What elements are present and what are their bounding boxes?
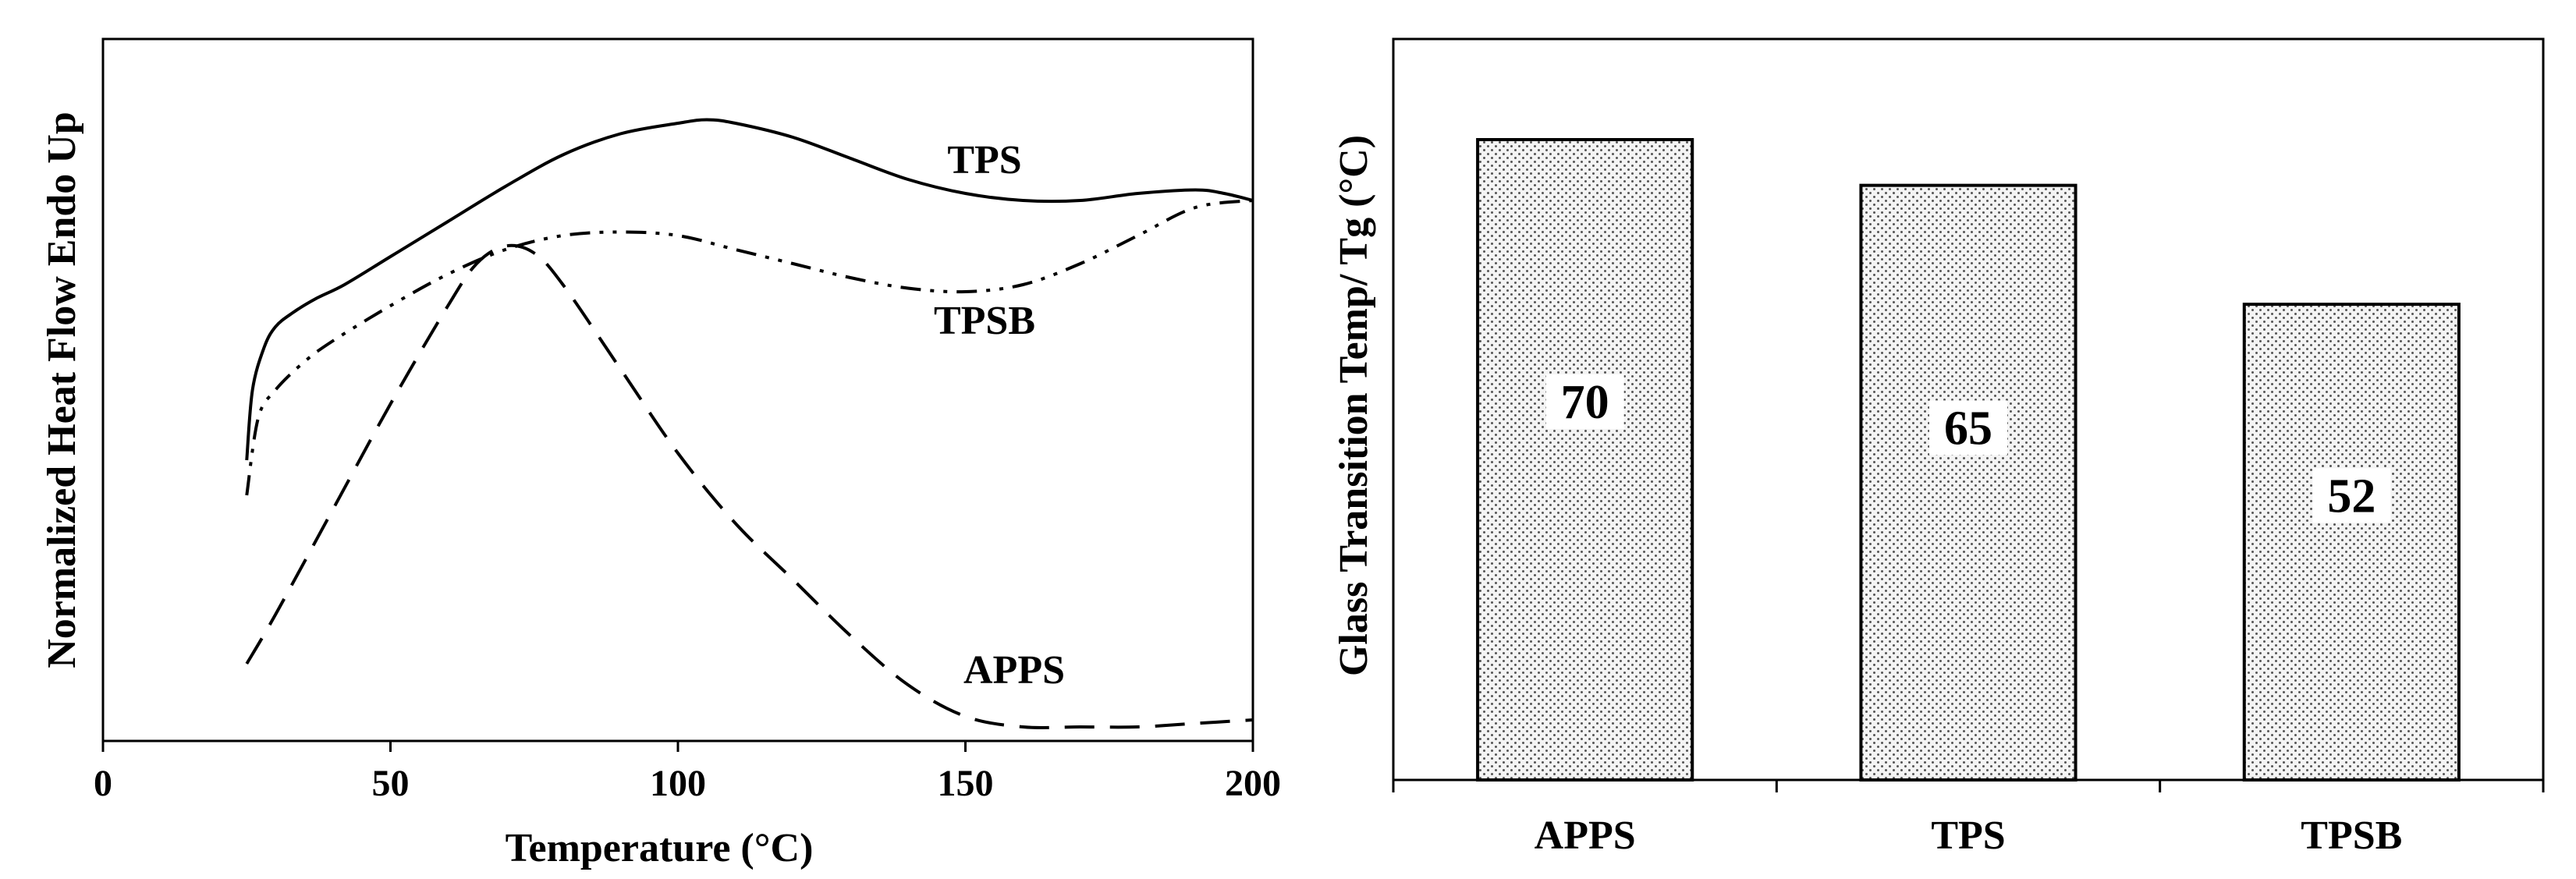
bar-chart-y-axis-title: Glass Transition Temp/ Tg (°C) <box>1332 135 1376 676</box>
bar-value-label-tpsb: 52 <box>2327 470 2376 523</box>
bar-value-label-bg <box>2312 468 2391 523</box>
series-line-tpsb <box>245 199 1254 496</box>
x-category-label-tpsb: TPSB <box>2301 813 2402 858</box>
series-line-apps <box>245 243 1254 729</box>
x-category-label-apps: APPS <box>1535 813 1636 858</box>
x-category-label-tps: TPS <box>1931 813 2005 858</box>
bar-value-label-bg <box>1929 400 2007 455</box>
bar-apps <box>1476 138 1694 782</box>
bar-chart-x-ticks: APPS TPS TPSB <box>1392 780 2545 858</box>
bar-tps <box>1859 183 2077 782</box>
bar-value-label-bg <box>1545 374 1624 430</box>
dsc-line-chart: 0 50 100 150 200 TPS TPSB APPS Temperature (°C… <box>40 37 1281 870</box>
line-chart-frame <box>101 37 1254 743</box>
series-label-apps: APPS <box>963 648 1065 693</box>
line-chart-x-ticks: 0 50 100 150 200 <box>94 741 1281 804</box>
bar-value-label-apps: 70 <box>1561 376 1609 429</box>
x-tick-label: 50 <box>372 763 410 804</box>
series-label-tpsb: TPSB <box>934 299 1035 343</box>
bar-tpsb <box>2242 303 2461 782</box>
x-tick-label: 200 <box>1225 763 1281 804</box>
bar-chart-bars: 70 65 52 <box>1476 138 2461 782</box>
x-tick-label: 150 <box>938 763 994 804</box>
x-tick-label: 0 <box>94 763 112 804</box>
line-chart-series <box>245 118 1254 729</box>
series-label-tps: TPS <box>947 138 1021 183</box>
tg-bar-chart: APPS TPS TPSB 70 65 52 Glass Transition Temp… <box>1332 37 2545 858</box>
x-tick-label: 100 <box>650 763 706 804</box>
bar-value-label-tps: 65 <box>1944 402 1992 455</box>
line-chart-series-labels: TPS TPSB APPS <box>934 138 1065 693</box>
series-line-tps <box>245 118 1254 461</box>
line-chart-x-axis-title: Temperature (°C) <box>506 826 814 870</box>
line-chart-y-axis-title: Normalized Heat Flow Endo Up <box>40 112 84 668</box>
